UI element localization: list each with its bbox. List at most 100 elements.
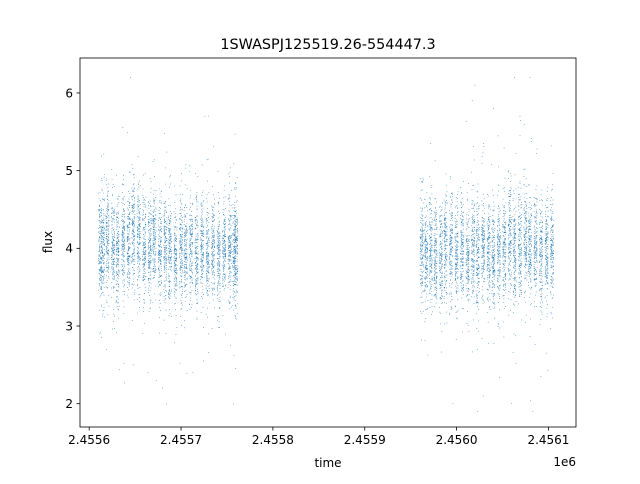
data-point [108,217,110,219]
data-point [234,265,236,266]
data-point [171,241,172,243]
data-point [189,171,191,172]
data-point [184,252,186,254]
data-point [176,272,178,274]
data-point [108,220,110,222]
data-point [230,217,232,219]
data-point [432,244,433,246]
data-point [102,199,104,201]
data-point [139,233,140,235]
data-point [235,231,237,233]
data-point [104,227,105,229]
data-point [421,282,423,283]
data-point [196,239,197,241]
data-point [129,272,130,273]
data-point [98,241,100,243]
data-point [118,235,120,237]
data-point [225,208,226,209]
data-point [168,244,170,246]
data-point [169,245,171,247]
data-point [122,227,123,229]
data-point [113,266,114,268]
data-point [118,270,120,272]
data-point [227,300,229,301]
data-point [186,257,188,259]
data-point [236,251,238,253]
data-point [148,268,150,270]
data-point [202,283,204,284]
data-point [191,272,193,274]
data-point [218,271,220,273]
data-point [233,257,235,258]
data-point [143,229,145,231]
data-point [117,245,119,246]
data-point [134,239,135,241]
data-point [191,225,193,227]
data-point [431,262,433,264]
data-point [155,214,156,215]
data-point [203,246,204,248]
data-point [137,234,139,236]
data-point [174,270,176,272]
data-point [112,240,114,241]
data-point [148,248,150,250]
data-point [174,262,176,264]
data-point [200,283,202,284]
data-point [176,229,178,231]
data-point [107,211,109,213]
data-point [103,222,105,223]
data-point [429,256,431,257]
data-point [174,303,175,305]
data-point [176,282,178,284]
data-point [145,253,147,255]
data-point [143,252,145,253]
data-point [158,209,160,211]
data-point [116,264,117,266]
data-point [435,256,436,258]
data-point [160,217,162,218]
data-point [142,277,144,278]
data-point [108,229,110,231]
data-point [197,278,199,280]
data-point [111,266,113,267]
data-point [159,200,161,201]
data-point [102,269,104,271]
data-point [170,263,172,265]
data-point [117,249,119,250]
data-point [170,291,172,293]
data-point [143,227,144,228]
data-point [170,268,171,270]
data-point [190,251,192,252]
data-point [128,283,130,285]
data-point [224,230,226,232]
data-point [106,261,107,262]
data-point [153,209,155,211]
data-point [217,171,219,172]
data-point [429,274,430,276]
data-point [131,256,133,258]
data-point [114,328,115,329]
data-point [106,239,108,241]
data-point [169,236,171,237]
data-point [431,224,433,226]
data-point [223,243,225,244]
data-point [222,278,224,279]
data-point [164,220,165,222]
data-point [111,287,112,289]
data-point [160,219,161,221]
data-point [201,241,202,243]
data-point [138,228,140,229]
data-point [184,270,185,272]
data-point [103,176,105,178]
data-point [195,294,197,296]
data-point [112,250,114,251]
data-point [236,248,238,250]
data-point [431,244,432,246]
data-point [190,233,192,235]
data-point [136,253,138,254]
data-point [100,212,101,214]
data-point [143,275,145,277]
data-point [133,230,135,232]
data-point [168,259,169,261]
data-point [206,268,208,269]
